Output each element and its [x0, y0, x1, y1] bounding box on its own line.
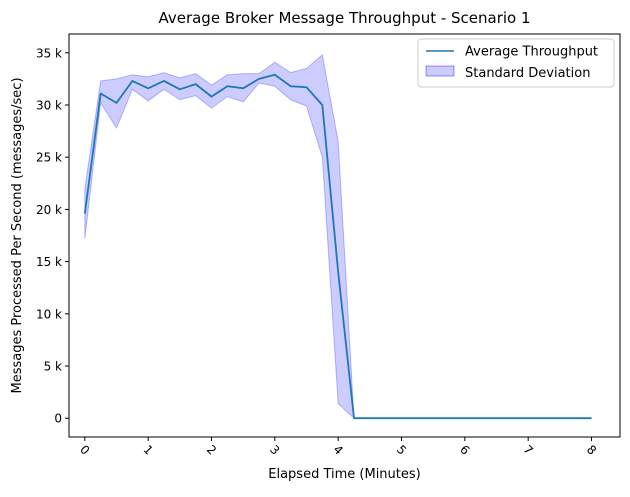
- y-tick-label: 15 k: [36, 255, 62, 269]
- y-tick-label: 35 k: [36, 46, 62, 60]
- legend-label-standard-deviation: Standard Deviation: [465, 66, 590, 81]
- y-tick-label: 0: [54, 412, 62, 426]
- y-tick-label: 30 k: [36, 98, 62, 112]
- y-tick-label: 10 k: [36, 307, 62, 321]
- y-tick-label: 5 k: [44, 360, 62, 374]
- y-tick-label: 25 k: [36, 151, 62, 165]
- x-axis-label: Elapsed Time (Minutes): [268, 467, 420, 482]
- chart-title: Average Broker Message Throughput - Scen…: [158, 9, 530, 27]
- legend-band-swatch: [426, 66, 454, 76]
- y-tick-label: 20 k: [36, 203, 62, 217]
- legend: Average Throughput Standard Deviation: [418, 39, 614, 87]
- y-axis-label: Messages Processed Per Second (messages/…: [10, 77, 25, 393]
- legend-label-average-throughput: Average Throughput: [465, 45, 598, 60]
